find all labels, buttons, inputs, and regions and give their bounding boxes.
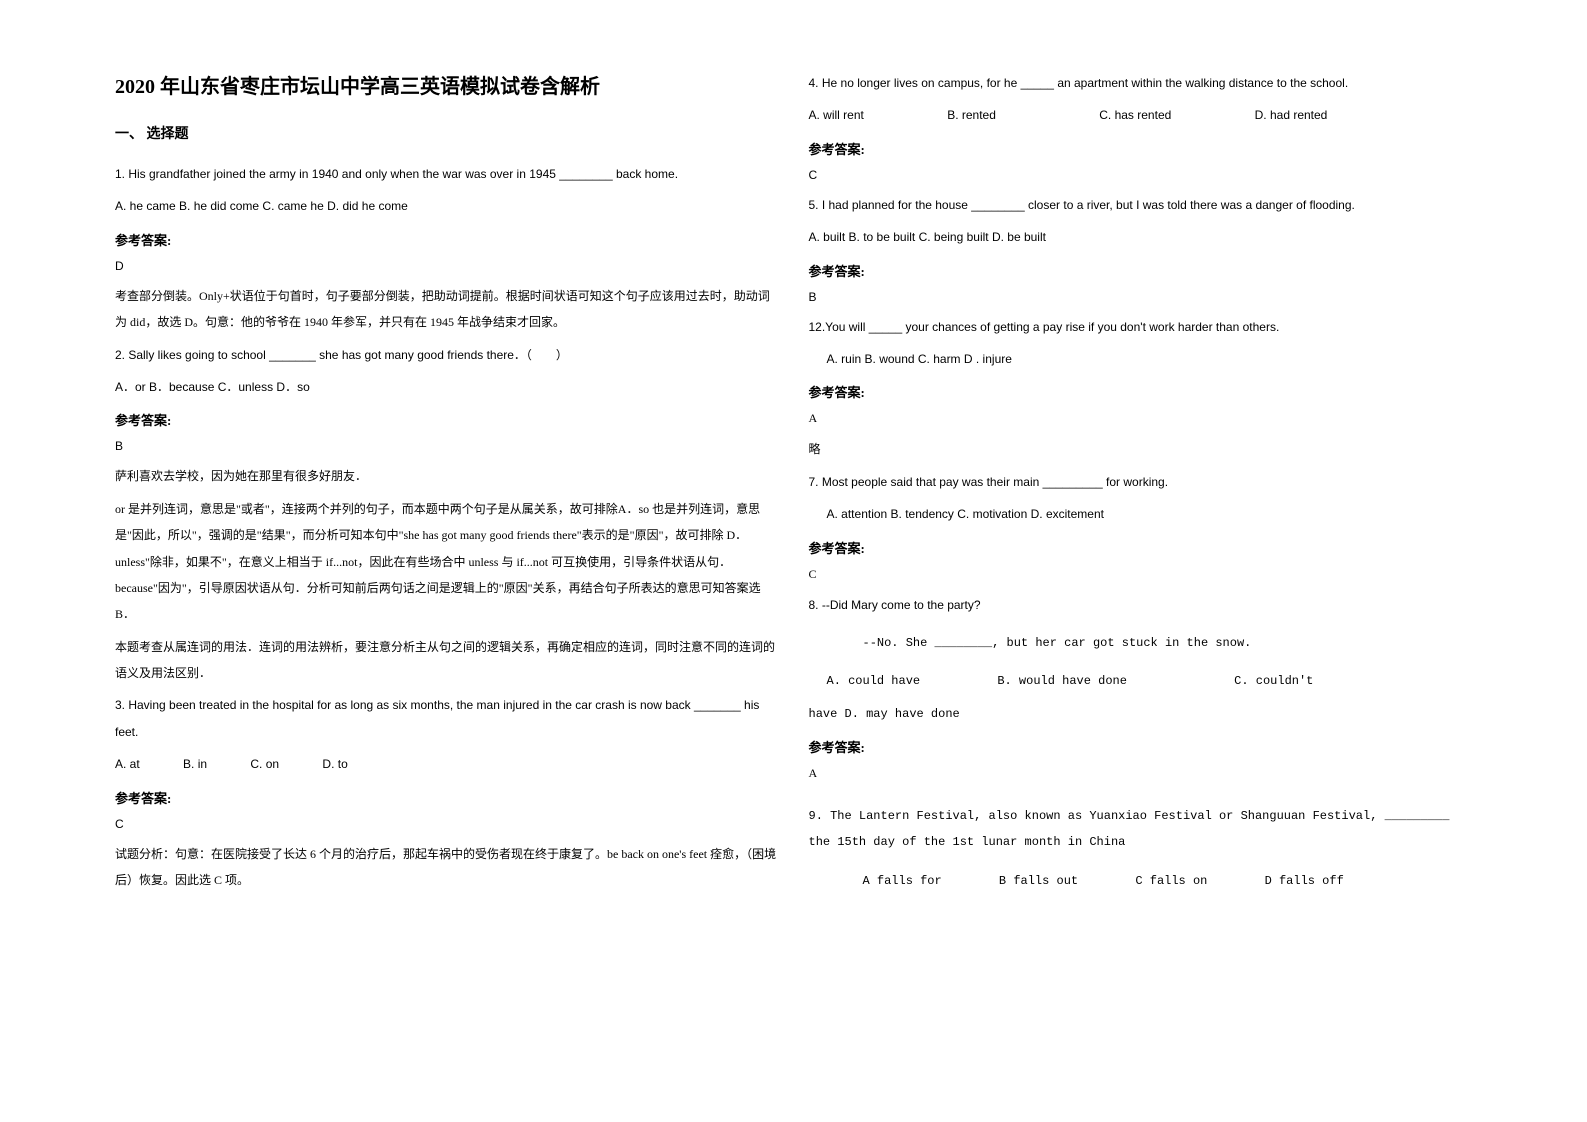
q12-options: A. ruin B. wound C. harm D . injure	[809, 346, 1473, 372]
q1-text: 1. His grandfather joined the army in 19…	[115, 161, 779, 187]
answer-label: 参考答案:	[809, 538, 1473, 557]
q9-option-a: A falls for	[863, 868, 942, 894]
q1-options: A. he came B. he did come C. came he D. …	[115, 193, 779, 219]
q8-answer: A	[809, 766, 1473, 781]
q1-answer: D	[115, 259, 779, 273]
q3-option-a: A. at	[115, 751, 140, 777]
q8-options: A. could have B. would have done C. coul…	[809, 668, 1473, 694]
q8-options-line2: have D. may have done	[809, 701, 1473, 727]
answer-label: 参考答案:	[809, 382, 1473, 401]
q5-answer: B	[809, 290, 1473, 304]
q8-option-b: B. would have done	[997, 668, 1127, 694]
q4-option-d: D. had rented	[1255, 102, 1328, 128]
q3-option-b: B. in	[183, 751, 207, 777]
q8-option-a: A. could have	[827, 668, 921, 694]
q4-answer: C	[809, 168, 1473, 182]
answer-label: 参考答案:	[809, 261, 1473, 280]
q7-answer: C	[809, 567, 1473, 582]
answer-label: 参考答案:	[115, 410, 779, 429]
q12-text: 12.You will _____ your chances of gettin…	[809, 314, 1473, 340]
q9-text: 9. The Lantern Festival, also known as Y…	[809, 803, 1473, 856]
page-title: 2020 年山东省枣庄市坛山中学高三英语模拟试卷含解析	[115, 70, 779, 99]
q9-option-c: C falls on	[1135, 868, 1207, 894]
answer-label: 参考答案:	[809, 139, 1473, 158]
q4-text: 4. He no longer lives on campus, for he …	[809, 70, 1473, 96]
answer-label: 参考答案:	[115, 230, 779, 249]
q4-option-c: C. has rented	[1099, 102, 1171, 128]
answer-label: 参考答案:	[115, 788, 779, 807]
q9-option-b: B falls out	[999, 868, 1078, 894]
q8-option-c: C. couldn't	[1234, 668, 1313, 694]
q5-text: 5. I had planned for the house ________ …	[809, 192, 1473, 218]
q9-option-d: D falls off	[1265, 868, 1344, 894]
q12-answer: A	[809, 411, 1473, 426]
q8-text: 8. --Did Mary come to the party?	[809, 592, 1473, 618]
q7-options: A. attention B. tendency C. motivation D…	[809, 501, 1473, 527]
q3-option-d: D. to	[322, 751, 347, 777]
q5-options: A. built B. to be built C. being built D…	[809, 224, 1473, 250]
q2-explanation-l3: 本题考查从属连词的用法．连词的用法辨析，要注意分析主从句之间的逻辑关系，再确定相…	[115, 634, 779, 687]
q9-options: A falls for B falls out C falls on D fal…	[809, 868, 1473, 894]
q2-text: 2. Sally likes going to school _______ s…	[115, 342, 779, 368]
q2-answer: B	[115, 439, 779, 453]
q4-option-a: A. will rent	[809, 102, 864, 128]
right-column: 4. He no longer lives on campus, for he …	[794, 70, 1488, 1082]
q1-explanation: 考查部分倒装。Only+状语位于句首时，句子要部分倒装，把助动词提前。根据时间状…	[115, 283, 779, 336]
q4-options: A. will rent B. rented C. has rented D. …	[809, 102, 1473, 128]
q12-brief: 略	[809, 436, 1473, 462]
q3-option-c: C. on	[250, 751, 279, 777]
q2-explanation-l1: 萨利喜欢去学校，因为她在那里有很多好朋友．	[115, 463, 779, 489]
left-column: 2020 年山东省枣庄市坛山中学高三英语模拟试卷含解析 一、 选择题 1. Hi…	[100, 70, 794, 1082]
q2-explanation-l2: or 是并列连词，意思是"或者"，连接两个并列的句子，而本题中两个句子是从属关系…	[115, 496, 779, 628]
q4-option-b: B. rented	[947, 102, 996, 128]
q3-text: 3. Having been treated in the hospital f…	[115, 692, 779, 745]
q3-answer: C	[115, 817, 779, 831]
q7-text: 7. Most people said that pay was their m…	[809, 469, 1473, 495]
section-header: 一、 选择题	[115, 123, 779, 143]
q2-options: A．or B．because C．unless D．so	[115, 374, 779, 400]
q3-options: A. at B. in C. on D. to	[115, 751, 779, 777]
q8-text2: --No. She ________, but her car got stuc…	[809, 630, 1473, 656]
answer-label: 参考答案:	[809, 737, 1473, 756]
q3-explanation: 试题分析：句意：在医院接受了长达 6 个月的治疗后，那起车祸中的受伤者现在终于康…	[115, 841, 779, 894]
